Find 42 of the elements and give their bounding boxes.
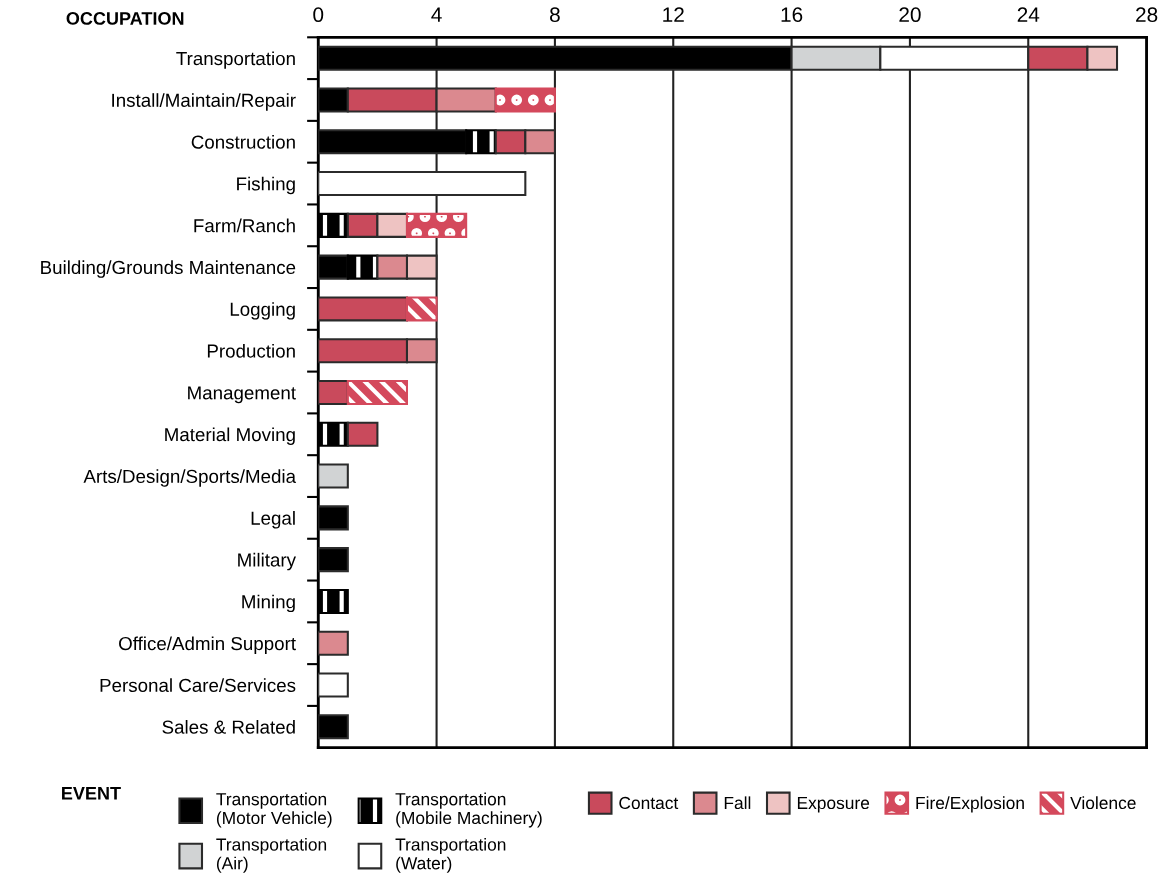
legend-label: Transportation (Water) bbox=[395, 837, 506, 873]
x-tick-label: 28 bbox=[1136, 7, 1158, 23]
x-tick-label: 4 bbox=[431, 7, 442, 22]
x-tick-label: 16 bbox=[781, 7, 803, 23]
legend-label: Transportation (Air) bbox=[216, 837, 327, 873]
x-tick-label: 20 bbox=[899, 7, 921, 23]
y-tick-label: Mining bbox=[242, 594, 295, 613]
y-tick-label: Install/Maintain/Repair bbox=[112, 93, 296, 111]
y-tick-label: Military bbox=[238, 552, 296, 571]
bar bbox=[405, 212, 468, 238]
legend-label: Exposure bbox=[797, 797, 870, 813]
y-tick-label: Sales & Related bbox=[162, 720, 295, 734]
bar bbox=[318, 463, 349, 489]
y-tick-label: Construction bbox=[191, 134, 295, 149]
legend-title: EVENT bbox=[62, 787, 121, 800]
y-tick-label: Building/Grounds Maintenance bbox=[41, 260, 296, 278]
y-tick-label: Legal bbox=[251, 511, 295, 529]
y-axis-title: OCCUPATION bbox=[66, 12, 184, 25]
x-tick-label: 8 bbox=[550, 7, 560, 23]
y-tick-label: Office/Admin Support bbox=[119, 636, 296, 654]
legend-label: Transportation (Motor Vehicle) bbox=[216, 792, 332, 828]
legend-label: Transportation (Mobile Machinery) bbox=[395, 792, 542, 828]
x-tick-label: 0 bbox=[313, 7, 324, 23]
y-tick-label: Management bbox=[188, 386, 296, 404]
bar bbox=[346, 421, 379, 447]
y-tick-label: Farm/Ranch bbox=[194, 218, 295, 233]
bar bbox=[318, 630, 349, 656]
y-tick-label: Production bbox=[207, 343, 295, 358]
y-tick-label: Material Moving bbox=[165, 427, 295, 445]
legend-label: Fall bbox=[724, 796, 751, 810]
bar bbox=[494, 87, 556, 113]
y-tick-label: Arts/Design/Sports/Media bbox=[83, 469, 297, 487]
y-tick-label: Personal Care/Services bbox=[100, 678, 296, 692]
bar bbox=[318, 672, 349, 698]
y-tick-label: Transportation bbox=[176, 51, 295, 69]
legend-label: Violence bbox=[1070, 796, 1136, 810]
legend-label: Fire/Explosion bbox=[916, 796, 1024, 813]
y-tick-label: Fishing bbox=[237, 176, 295, 195]
x-tick-label: 24 bbox=[1017, 7, 1040, 22]
legend-label: Contact bbox=[619, 796, 679, 810]
x-tick-label: 12 bbox=[663, 7, 684, 22]
y-tick-label: Logging bbox=[230, 302, 295, 320]
